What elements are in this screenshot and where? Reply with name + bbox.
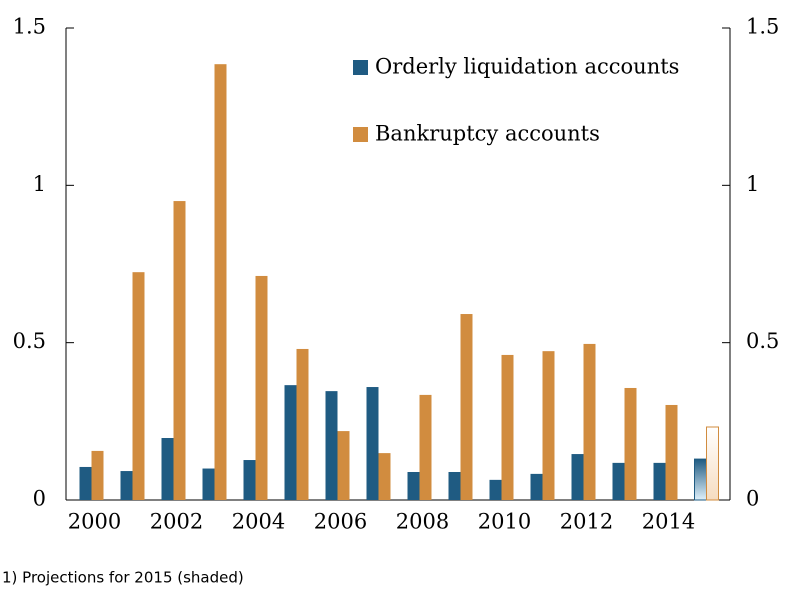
bar bbox=[489, 479, 502, 500]
bar bbox=[337, 431, 350, 500]
legend-label: Orderly liquidation accounts bbox=[375, 55, 679, 79]
bar bbox=[448, 471, 461, 500]
x-tick-label: 2014 bbox=[642, 510, 695, 534]
bar bbox=[284, 385, 297, 500]
y-tick-label: 0 bbox=[33, 487, 46, 511]
bar bbox=[132, 272, 145, 500]
legend-swatch bbox=[353, 127, 368, 142]
y-tick-label: 1 bbox=[33, 172, 46, 196]
bar bbox=[460, 314, 473, 500]
bar bbox=[120, 471, 133, 500]
x-tick-label: 2012 bbox=[560, 510, 613, 534]
footnote: 1) Projections for 2015 (shaded) bbox=[2, 569, 244, 587]
bar bbox=[91, 450, 104, 500]
bar bbox=[214, 64, 227, 500]
y2-tick-label: 1 bbox=[746, 172, 759, 196]
bar bbox=[501, 354, 514, 500]
y-tick-label: 0.5 bbox=[13, 329, 46, 353]
bar bbox=[378, 453, 391, 500]
x-tick-label: 2002 bbox=[150, 510, 203, 534]
x-tick-label: 2000 bbox=[68, 510, 121, 534]
bar bbox=[202, 468, 215, 500]
x-tick-label: 2004 bbox=[232, 510, 285, 534]
bar bbox=[79, 466, 92, 500]
bar bbox=[612, 462, 625, 500]
legend-swatch bbox=[353, 60, 368, 75]
bar bbox=[694, 458, 707, 501]
bar bbox=[243, 460, 256, 500]
bar bbox=[530, 473, 543, 500]
bar bbox=[296, 348, 309, 500]
bar bbox=[173, 201, 186, 501]
bar bbox=[407, 471, 420, 500]
bar bbox=[571, 454, 584, 500]
bar bbox=[366, 387, 379, 500]
y2-tick-label: 1.5 bbox=[746, 15, 779, 39]
y2-tick-label: 0 bbox=[746, 487, 759, 511]
bar bbox=[665, 404, 678, 500]
bar bbox=[419, 394, 432, 500]
x-tick-label: 2006 bbox=[314, 510, 367, 534]
bar bbox=[653, 462, 666, 500]
x-tick-label: 2010 bbox=[478, 510, 531, 534]
legend-label: Bankruptcy accounts bbox=[375, 122, 600, 146]
y2-tick-label: 0.5 bbox=[746, 329, 779, 353]
bar bbox=[542, 351, 555, 500]
bar bbox=[161, 438, 174, 500]
y-tick-label: 1.5 bbox=[13, 15, 46, 39]
bar bbox=[325, 391, 338, 500]
bar bbox=[706, 426, 719, 501]
x-tick-label: 2008 bbox=[396, 510, 449, 534]
bar bbox=[255, 275, 268, 500]
bar bbox=[583, 343, 596, 500]
bar bbox=[624, 387, 637, 500]
